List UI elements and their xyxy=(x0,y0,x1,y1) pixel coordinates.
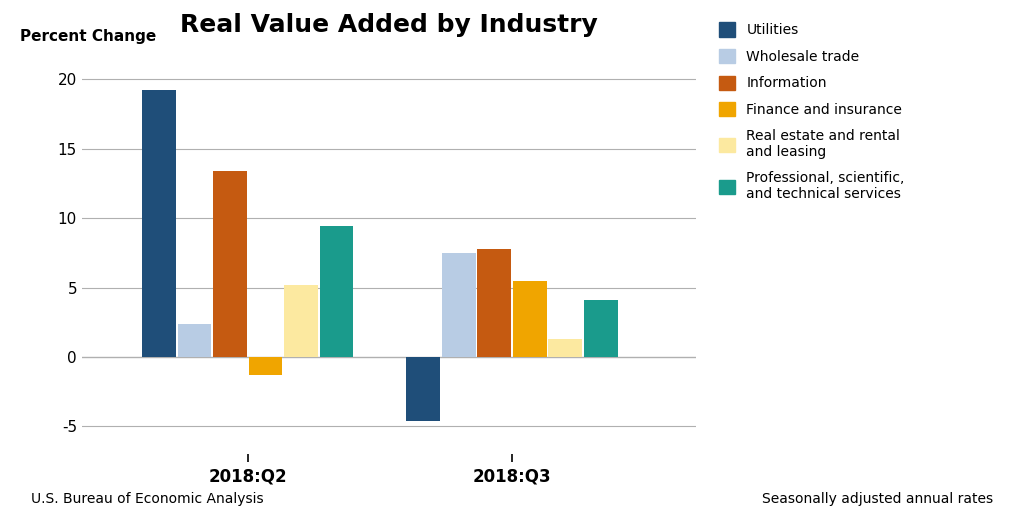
Bar xyxy=(319,227,353,357)
Bar xyxy=(477,249,511,357)
Bar xyxy=(584,300,617,357)
Bar xyxy=(213,171,247,357)
Bar xyxy=(513,281,547,357)
Text: Percent Change: Percent Change xyxy=(20,28,157,43)
Bar xyxy=(548,339,582,357)
Title: Real Value Added by Industry: Real Value Added by Industry xyxy=(180,13,598,37)
Bar xyxy=(142,90,176,357)
Text: U.S. Bureau of Economic Analysis: U.S. Bureau of Economic Analysis xyxy=(31,492,263,506)
Bar xyxy=(407,357,440,421)
Bar xyxy=(442,253,476,357)
Text: Seasonally adjusted annual rates: Seasonally adjusted annual rates xyxy=(762,492,993,506)
Bar xyxy=(249,357,283,375)
Bar xyxy=(178,324,212,357)
Legend: Utilities, Wholesale trade, Information, Finance and insurance, Real estate and : Utilities, Wholesale trade, Information,… xyxy=(719,22,905,201)
Bar xyxy=(284,285,317,357)
